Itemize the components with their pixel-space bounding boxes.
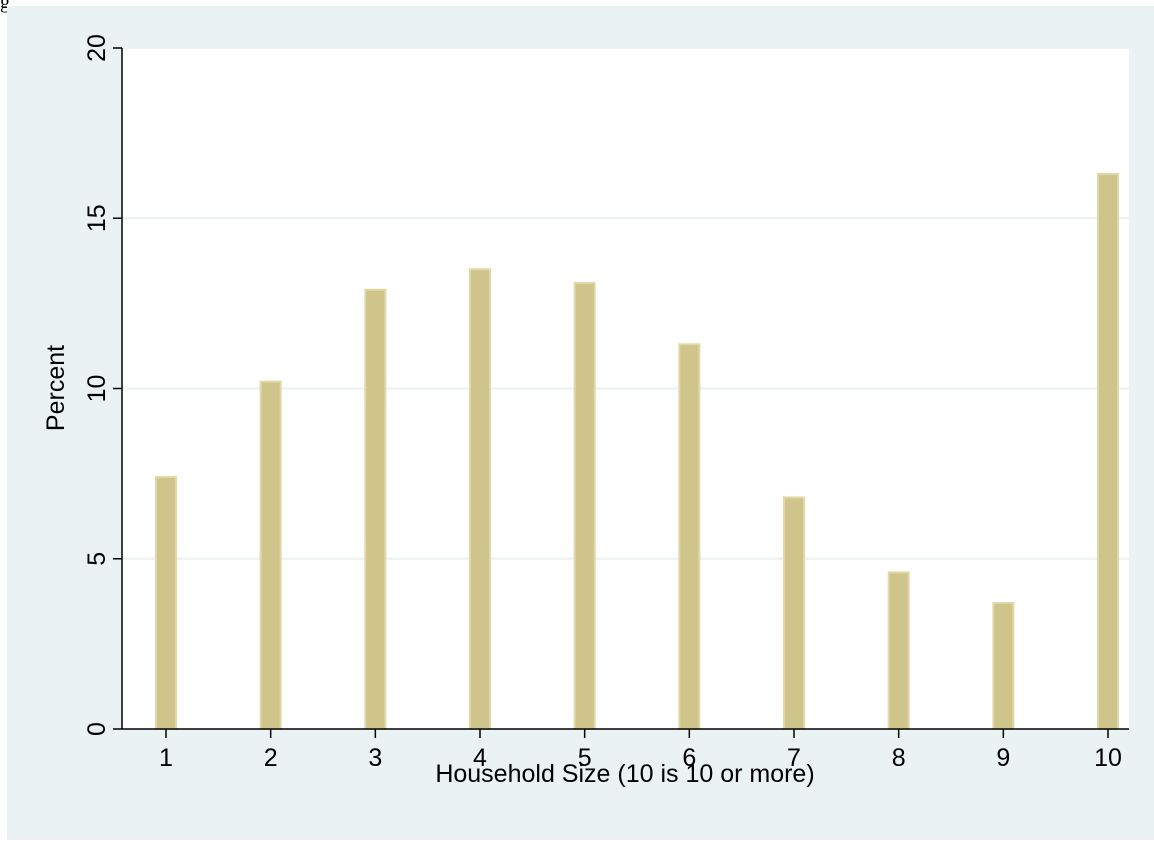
x-tick-label: 10 <box>1094 744 1122 772</box>
x-axis-label: Household Size (10 is 10 or more) <box>435 760 814 788</box>
y-tick-label: 20 <box>83 34 111 62</box>
bar-1 <box>155 476 177 730</box>
bar-5 <box>573 281 596 730</box>
x-tick-label: 7 <box>787 744 801 772</box>
bars <box>155 172 1119 731</box>
x-tick-label: 1 <box>159 744 173 772</box>
x-tick-label: 2 <box>264 744 278 772</box>
y-tick-label: 10 <box>83 375 111 403</box>
bar-10 <box>1097 172 1119 731</box>
y-tick-label: 15 <box>83 204 111 232</box>
bar-chart: 0 5 10 15 20 1 2 3 4 5 6 7 8 9 10 Household Size (10 … <box>42 34 1129 788</box>
header-fragment-text: g <box>0 0 10 13</box>
x-tick-label: 5 <box>578 744 592 772</box>
y-tick-label: 0 <box>83 722 111 736</box>
y-axis-label: Percent <box>42 345 70 431</box>
bar-9 <box>992 602 1015 731</box>
chart-frame: 0 5 10 15 20 1 2 3 4 5 6 7 8 9 10 Household Size (10 … <box>7 6 1154 840</box>
x-tick-label: 3 <box>368 744 382 772</box>
y-ticks: 0 5 10 15 20 <box>83 34 122 736</box>
bar-7 <box>783 496 805 730</box>
bar-3 <box>364 288 387 730</box>
grid-lines <box>122 47 1129 560</box>
bar-4 <box>469 268 491 730</box>
bar-6 <box>678 343 701 730</box>
x-tick-label: 4 <box>473 744 487 772</box>
y-tick-label: 5 <box>83 552 111 566</box>
bar-8 <box>887 571 910 730</box>
x-tick-label: 6 <box>682 744 696 772</box>
x-ticks: 1 2 3 4 5 6 7 8 9 10 <box>159 729 1122 772</box>
bar-2 <box>259 380 282 730</box>
x-tick-label: 9 <box>996 744 1010 772</box>
x-tick-label: 8 <box>892 744 906 772</box>
